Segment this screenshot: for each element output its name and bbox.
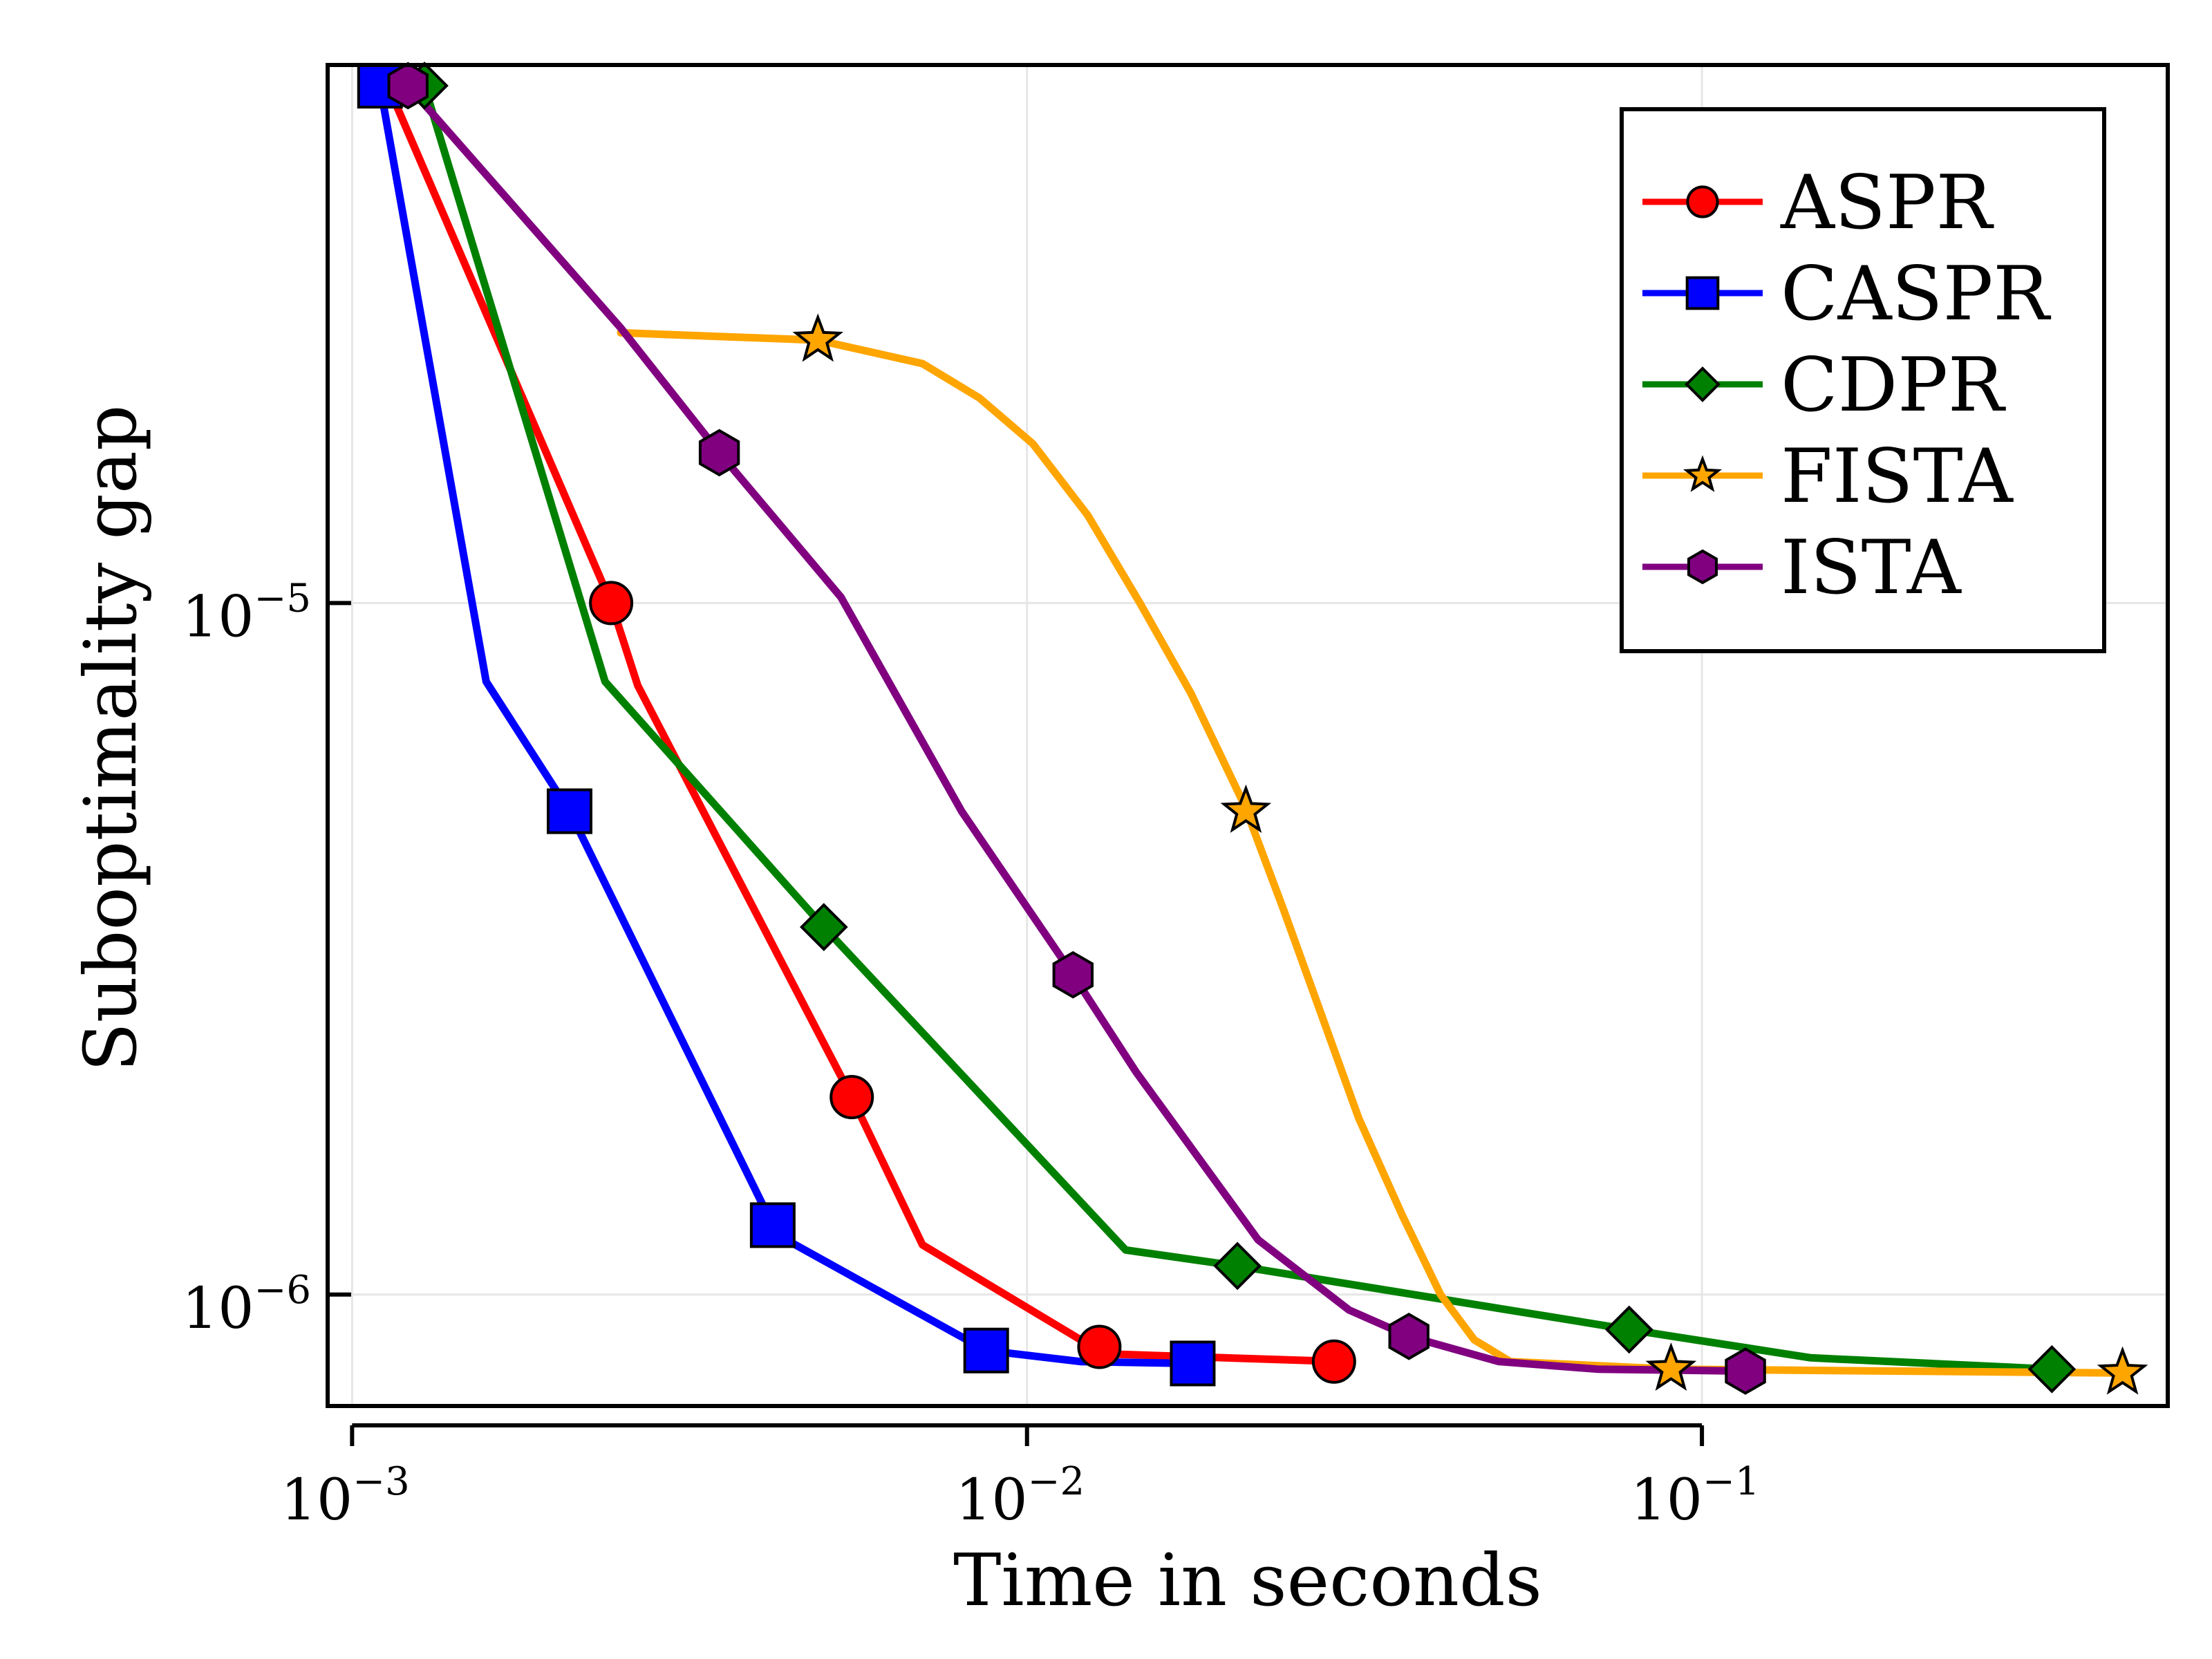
data-point-aspr	[589, 581, 634, 626]
x-axis-label: Time in seconds	[953, 1538, 1542, 1622]
legend-label-ista: ISTA	[1781, 525, 1962, 611]
legend-marker-fista	[1683, 455, 1723, 492]
data-point-fista	[792, 313, 844, 362]
data-point-fista	[1645, 1342, 1697, 1391]
y-tick-label-base: 10	[182, 584, 254, 650]
data-point-aspr	[1077, 1324, 1122, 1369]
x-tick-label: 10−1	[1631, 1459, 1760, 1533]
data-point-caspr	[963, 1327, 1009, 1374]
legend-label-fista: FISTA	[1781, 433, 2014, 520]
legend-label-aspr: ASPR	[1780, 160, 1994, 246]
data-point-fista	[2097, 1346, 2148, 1395]
data-point-cdpr	[799, 903, 848, 951]
data-point-aspr	[1311, 1339, 1356, 1384]
legend-label-caspr: CASPR	[1781, 251, 2051, 337]
data-point-caspr	[1170, 1340, 1216, 1387]
x-tick-label-base: 10	[281, 1468, 353, 1533]
data-point-cdpr	[2027, 1344, 2077, 1394]
legend-marker-caspr	[1685, 276, 1720, 310]
y-tick-label-exponent: −5	[254, 576, 311, 621]
y-tick-label-base: 10	[182, 1276, 254, 1342]
data-point-cdpr	[1604, 1305, 1653, 1354]
axis-ticks	[328, 601, 1705, 1446]
legend-marker-ista	[1687, 549, 1718, 585]
x-tick-label-base: 10	[955, 1468, 1027, 1533]
data-point-ista	[387, 62, 429, 110]
y-tick-label-exponent: −6	[254, 1268, 311, 1313]
data-point-aspr	[830, 1075, 874, 1120]
data-point-fista	[1220, 784, 1272, 833]
legend-marker-cdpr	[1685, 366, 1721, 402]
x-tick-label-exponent: −2	[1028, 1459, 1085, 1504]
x-tick-label: 10−2	[955, 1459, 1085, 1533]
x-tick-label: 10−3	[281, 1459, 410, 1533]
data-point-caspr	[546, 788, 592, 834]
tick-labels: 10−3 10−2 10−110−510−6	[182, 576, 1759, 1533]
x-tick-label-exponent: −3	[353, 1459, 410, 1504]
legend-marker-aspr	[1686, 185, 1719, 218]
data-point-ista	[698, 429, 740, 477]
data-point-caspr	[749, 1202, 796, 1248]
series-line-cdpr	[420, 82, 2056, 1374]
y-tick-label: 10−5	[182, 576, 311, 650]
x-tick-label-base: 10	[1631, 1468, 1703, 1533]
data-point-ista	[1052, 950, 1094, 999]
plot-frame	[326, 63, 2170, 1408]
series-markers	[357, 62, 2148, 1395]
y-tick-label: 10−6	[182, 1268, 311, 1342]
x-tick-label-exponent: −1	[1703, 1459, 1760, 1504]
data-point-cdpr	[1213, 1241, 1262, 1291]
data-point-ista	[1388, 1312, 1430, 1360]
legend-label-cdpr: CDPR	[1781, 342, 2006, 429]
data-point-ista	[1725, 1347, 1766, 1395]
y-axis-label: Suboptimality gap	[68, 405, 153, 1072]
